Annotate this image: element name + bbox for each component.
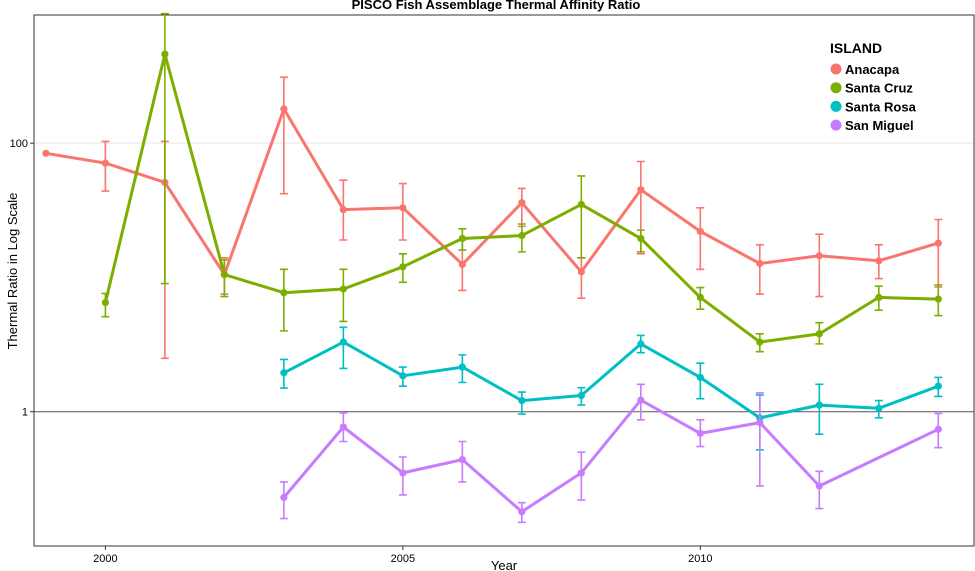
data-point	[815, 482, 823, 490]
legend-label: San Miguel	[845, 118, 914, 133]
error-bar	[339, 326, 348, 370]
error-bar	[815, 383, 824, 436]
error-bar	[755, 392, 764, 487]
data-point	[934, 382, 942, 390]
data-point	[399, 204, 407, 212]
plot-frame	[33, 14, 975, 547]
data-point	[458, 234, 466, 243]
data-point	[339, 423, 347, 431]
legend-key	[830, 63, 842, 75]
legend-label: Santa Rosa	[845, 99, 917, 114]
data-point	[577, 200, 585, 208]
data-point	[637, 396, 645, 404]
series-layer	[42, 12, 943, 524]
y-axis-label: Thermal Ratio in Log Scale	[5, 193, 20, 350]
series-san-miguel	[279, 383, 943, 524]
data-point	[399, 469, 407, 477]
data-point	[696, 293, 704, 302]
data-point	[518, 231, 526, 240]
legend-label: Anacapa	[845, 62, 900, 77]
data-point	[756, 418, 764, 427]
error-bar	[279, 76, 288, 195]
data-point	[756, 338, 764, 346]
error-bar	[577, 175, 586, 259]
data-point	[220, 270, 228, 279]
gridlines	[34, 142, 974, 413]
data-point	[101, 159, 109, 167]
data-point	[161, 50, 169, 58]
data-point	[696, 373, 704, 382]
data-point	[875, 293, 883, 302]
y-tick-label: 1	[22, 407, 28, 419]
data-point	[280, 493, 288, 502]
data-point	[101, 298, 109, 307]
x-tick-label: 2010	[688, 553, 712, 565]
data-point	[637, 186, 645, 194]
data-point	[637, 340, 645, 348]
legend-key	[830, 82, 842, 94]
data-point	[934, 295, 942, 303]
data-point	[339, 205, 347, 214]
data-point	[339, 285, 347, 293]
data-point	[756, 259, 764, 268]
data-point	[280, 289, 288, 297]
data-point	[577, 469, 585, 477]
series-line	[282, 340, 940, 420]
data-point	[399, 263, 407, 271]
legend: ISLAND Anacapa Santa Cruz Santa Rosa San Mi…	[830, 40, 917, 133]
error-bar	[398, 182, 407, 241]
chart-title: PISCO Fish Assemblage Thermal Affinity R…	[352, 0, 641, 12]
data-point	[696, 429, 704, 437]
series-santa-cruz	[101, 12, 943, 353]
data-point	[637, 234, 645, 243]
error-bar	[339, 268, 348, 323]
data-point	[815, 252, 823, 260]
legend-label: Santa Cruz	[845, 81, 913, 96]
data-point	[815, 330, 823, 338]
data-point	[696, 227, 704, 236]
legend-title: ISLAND	[830, 40, 882, 56]
data-point	[934, 239, 942, 247]
error-bar	[815, 470, 824, 510]
data-point	[577, 391, 585, 400]
x-tick-label: 2000	[93, 553, 117, 565]
error-bar	[279, 268, 288, 332]
x-tick-label: 2005	[391, 553, 415, 565]
error-bar	[755, 243, 764, 296]
legend-key	[830, 119, 842, 131]
y-tick-label: 100	[10, 138, 28, 150]
data-point	[42, 149, 50, 157]
data-point	[280, 369, 288, 377]
data-point	[518, 396, 526, 405]
data-point	[458, 455, 466, 464]
data-point	[577, 268, 585, 276]
data-point	[399, 372, 407, 380]
data-point	[518, 508, 526, 516]
data-point	[875, 257, 883, 265]
series-line	[44, 107, 940, 277]
data-point	[458, 260, 466, 269]
axis-ticks: 1 100 2000 2005 2010	[10, 138, 713, 565]
data-point	[458, 363, 466, 371]
data-point	[339, 338, 347, 346]
data-point	[518, 199, 526, 207]
data-point	[280, 105, 288, 113]
error-bar	[815, 233, 824, 298]
x-axis-label: Year	[491, 558, 518, 571]
legend-key	[830, 100, 842, 112]
data-point	[875, 404, 883, 412]
error-bar	[696, 206, 705, 271]
data-point	[815, 401, 823, 409]
data-point	[934, 425, 942, 433]
